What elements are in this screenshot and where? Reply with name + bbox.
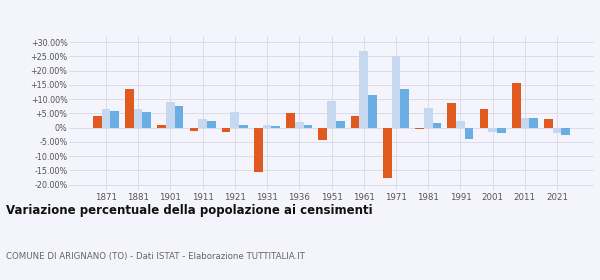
Bar: [392, 56, 400, 128]
Bar: [562, 128, 570, 135]
Bar: [415, 128, 424, 129]
Bar: [93, 116, 101, 128]
Bar: [101, 109, 110, 128]
Bar: [190, 128, 198, 130]
Bar: [497, 128, 506, 133]
Bar: [175, 106, 184, 128]
Bar: [424, 108, 433, 128]
Bar: [319, 128, 327, 141]
Bar: [336, 120, 344, 128]
Bar: [512, 83, 521, 128]
Bar: [350, 116, 359, 128]
Text: Variazione percentuale della popolazione ai censimenti: Variazione percentuale della popolazione…: [6, 204, 373, 217]
Bar: [286, 113, 295, 128]
Bar: [521, 118, 529, 128]
Bar: [198, 119, 207, 128]
Bar: [295, 122, 304, 128]
Bar: [479, 109, 488, 128]
Bar: [465, 128, 473, 139]
Bar: [400, 89, 409, 128]
Text: COMUNE DI ARIGNANO (TO) - Dati ISTAT - Elaborazione TUTTITALIA.IT: COMUNE DI ARIGNANO (TO) - Dati ISTAT - E…: [6, 252, 305, 261]
Bar: [448, 103, 456, 128]
Bar: [263, 125, 271, 128]
Bar: [359, 51, 368, 128]
Bar: [207, 120, 215, 128]
Bar: [304, 125, 313, 128]
Bar: [254, 128, 263, 172]
Bar: [529, 118, 538, 128]
Bar: [383, 128, 392, 178]
Bar: [157, 125, 166, 128]
Bar: [125, 89, 134, 128]
Bar: [456, 120, 465, 128]
Bar: [368, 95, 377, 128]
Bar: [553, 128, 562, 133]
Bar: [544, 119, 553, 128]
Bar: [134, 109, 142, 128]
Bar: [488, 128, 497, 132]
Bar: [239, 125, 248, 128]
Bar: [433, 123, 441, 128]
Bar: [166, 102, 175, 128]
Bar: [142, 112, 151, 128]
Bar: [110, 111, 119, 128]
Bar: [327, 101, 336, 128]
Bar: [222, 128, 230, 132]
Bar: [271, 126, 280, 128]
Bar: [230, 112, 239, 128]
